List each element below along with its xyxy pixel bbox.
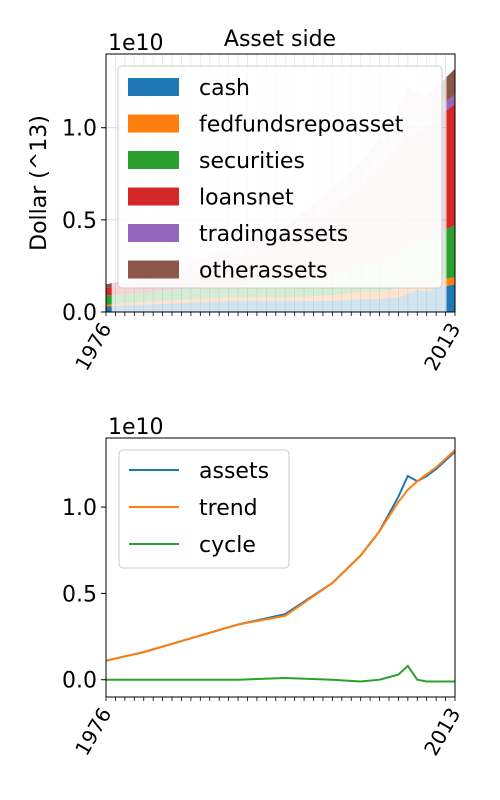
x-tick-label: 2013 bbox=[419, 704, 465, 760]
assets-trend-cycle-chart: 1e10 0.0 0.5 1.0 1976 2013 assets trend cycle bbox=[62, 415, 465, 760]
legend-swatch bbox=[128, 187, 179, 206]
y-tick-label: 1.0 bbox=[62, 117, 97, 142]
x-ticks: 1976 2013 bbox=[70, 697, 465, 760]
y-offset-text: 1e10 bbox=[108, 31, 164, 56]
area-solid-loansnet bbox=[106, 287, 112, 296]
y-tick-label: 0.5 bbox=[62, 582, 97, 607]
legend: cash fedfundsrepoasset securities loansnet t… bbox=[117, 65, 443, 289]
legend-box bbox=[118, 449, 290, 569]
legend-label: cash bbox=[199, 76, 250, 101]
legend-label: trend bbox=[199, 496, 258, 521]
asset-side-chart: Asset side 1e10 Dollar (^13) 0.0 0.5 1.0 1… bbox=[27, 27, 465, 375]
legend-label: tradingassets bbox=[199, 222, 348, 247]
legend-swatch bbox=[128, 114, 179, 133]
series-lines bbox=[105, 449, 456, 683]
x-ticks: 1976 2013 bbox=[70, 312, 465, 375]
area-solid-fedfundsrepoasset bbox=[106, 304, 112, 307]
legend-label: cycle bbox=[199, 533, 256, 558]
y-ticks: 0.0 0.5 1.0 bbox=[62, 496, 106, 694]
legend-label: assets bbox=[199, 459, 269, 484]
y-offset-text: 1e10 bbox=[108, 415, 164, 440]
area-solid-fedfundsrepoasset bbox=[446, 276, 455, 287]
area-solid-otherassets bbox=[106, 283, 112, 289]
x-tick-label: 1976 bbox=[70, 319, 116, 375]
chart-title: Asset side bbox=[224, 27, 336, 52]
area-solid-securities bbox=[446, 225, 455, 279]
legend-label: securities bbox=[199, 149, 305, 174]
legend-swatch bbox=[128, 260, 179, 279]
area-solid-securities bbox=[106, 294, 112, 305]
x-tick-label: 1976 bbox=[70, 704, 116, 760]
legend-box bbox=[117, 65, 443, 289]
y-tick-label: 0.5 bbox=[62, 209, 97, 234]
legend-swatch bbox=[128, 78, 179, 96]
area-solid-otherassets bbox=[446, 68, 455, 102]
area-solid-cash bbox=[106, 306, 112, 312]
line-cycle bbox=[106, 664, 455, 683]
legend-swatch bbox=[128, 224, 179, 242]
area-fedfundsrepoasset bbox=[106, 277, 455, 307]
plot-frame bbox=[105, 437, 456, 698]
legend-label: fedfundsrepoasset bbox=[199, 113, 404, 138]
legend-label: loansnet bbox=[199, 186, 294, 211]
y-tick-label: 0.0 bbox=[62, 669, 97, 694]
y-tick-label: 0.0 bbox=[62, 301, 97, 326]
legend-label: otherassets bbox=[199, 259, 328, 284]
y-axis-label: Dollar (^13) bbox=[27, 115, 52, 251]
y-ticks: 0.0 0.5 1.0 bbox=[62, 117, 106, 326]
legend: assets trend cycle bbox=[118, 449, 290, 569]
line-trend bbox=[105, 449, 456, 662]
area-solid-cash bbox=[446, 284, 455, 312]
x-tick-label: 2013 bbox=[419, 319, 465, 375]
area-cash bbox=[106, 284, 455, 312]
y-tick-label: 1.0 bbox=[62, 496, 97, 521]
legend-swatch bbox=[128, 151, 179, 169]
plot-frame bbox=[105, 53, 456, 313]
area-solid-loansnet bbox=[446, 103, 455, 229]
area-solid-tradingassets bbox=[446, 94, 455, 111]
